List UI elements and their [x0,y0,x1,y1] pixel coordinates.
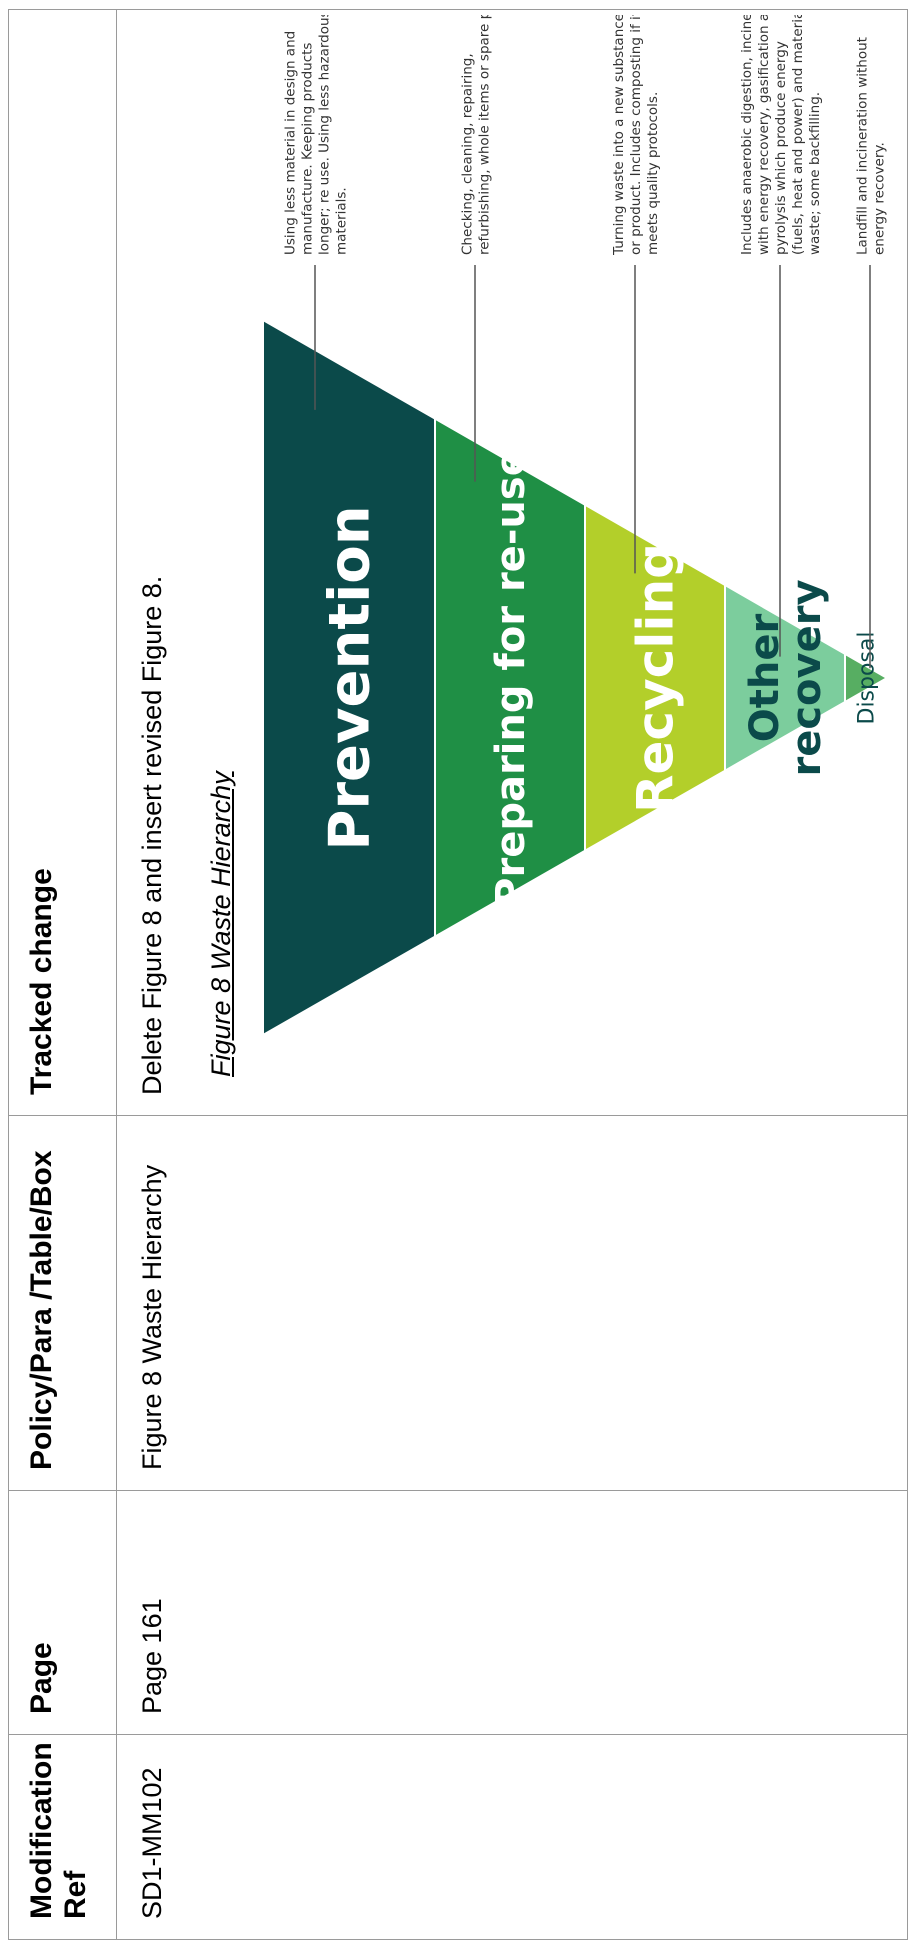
header-tracked-change: Tracked change [8,9,117,1116]
tier-3-description: pyrolysis which produce energy [773,41,789,255]
cell-policy: Figure 8 Waste Hierarchy [116,1115,908,1491]
tier-0-description: Using less material in design and [283,31,299,255]
tier-3-label: Other [742,614,788,743]
table-header-row: Modification Ref Page Policy/Para /Table… [8,9,117,1940]
tier-3-description: Includes anaerobic digestion, incinerati… [739,15,755,255]
cell-page: Page 161 [116,1490,908,1735]
table-row: SD1-MM102 Page 161 Figure 8 Waste Hierar… [116,9,908,1940]
tier-4-label: Disposal [855,632,880,725]
tier-2-description: Turning waste into a new substance [611,15,627,256]
cell-tracked-change: Delete Figure 8 and insert revised Figur… [116,9,908,1116]
tier-1-description: Checking, cleaning, repairing, [460,53,476,255]
tier-0-description: materials. [334,187,350,255]
tier-2-description: meets quality protocols. [645,92,661,255]
tier-3-description: (fuels, heat and power) and materials fr… [790,15,806,255]
waste-hierarchy-figure: Prevention Using less material in design … [245,15,900,1055]
cell-modification-ref: SD1-MM102 [116,1734,908,1940]
tier-3-label: recovery [784,579,830,776]
tier-4-description: energy recovery. [872,142,888,255]
figure-caption: Figure 8 Waste Hierarchy [206,771,236,1077]
tier-0-label: Prevention [318,505,383,850]
tier-4-band [844,652,890,704]
tier-0-description: manufacture. Keeping products [300,43,316,255]
header-page: Page [8,1490,117,1735]
tier-1-label: Preparing for re-use [488,449,534,907]
tier-4-description: Landfill and incineration without [855,37,871,255]
tracked-change-text: Delete Figure 8 and insert revised Figur… [137,575,167,1095]
tier-2-label: Recycling [627,543,685,813]
tier-3-description: with energy recovery, gasification and [756,15,772,255]
header-policy: Policy/Para /Table/Box [8,1115,117,1491]
modifications-table: Modification Ref Page Policy/Para /Table… [8,9,908,1940]
tier-0-description: longer; re use. Using less hazardous [317,15,333,255]
tier-2-description: or product. Includes composting if it [628,15,644,255]
tier-3-description: waste; some backfilling. [807,92,823,255]
header-modification-ref: Modification Ref [8,1734,117,1940]
tier-1-description: refurbishing, whole items or spare parts… [477,15,493,255]
waste-hierarchy-diagram: Prevention Using less material in design … [262,15,890,1037]
